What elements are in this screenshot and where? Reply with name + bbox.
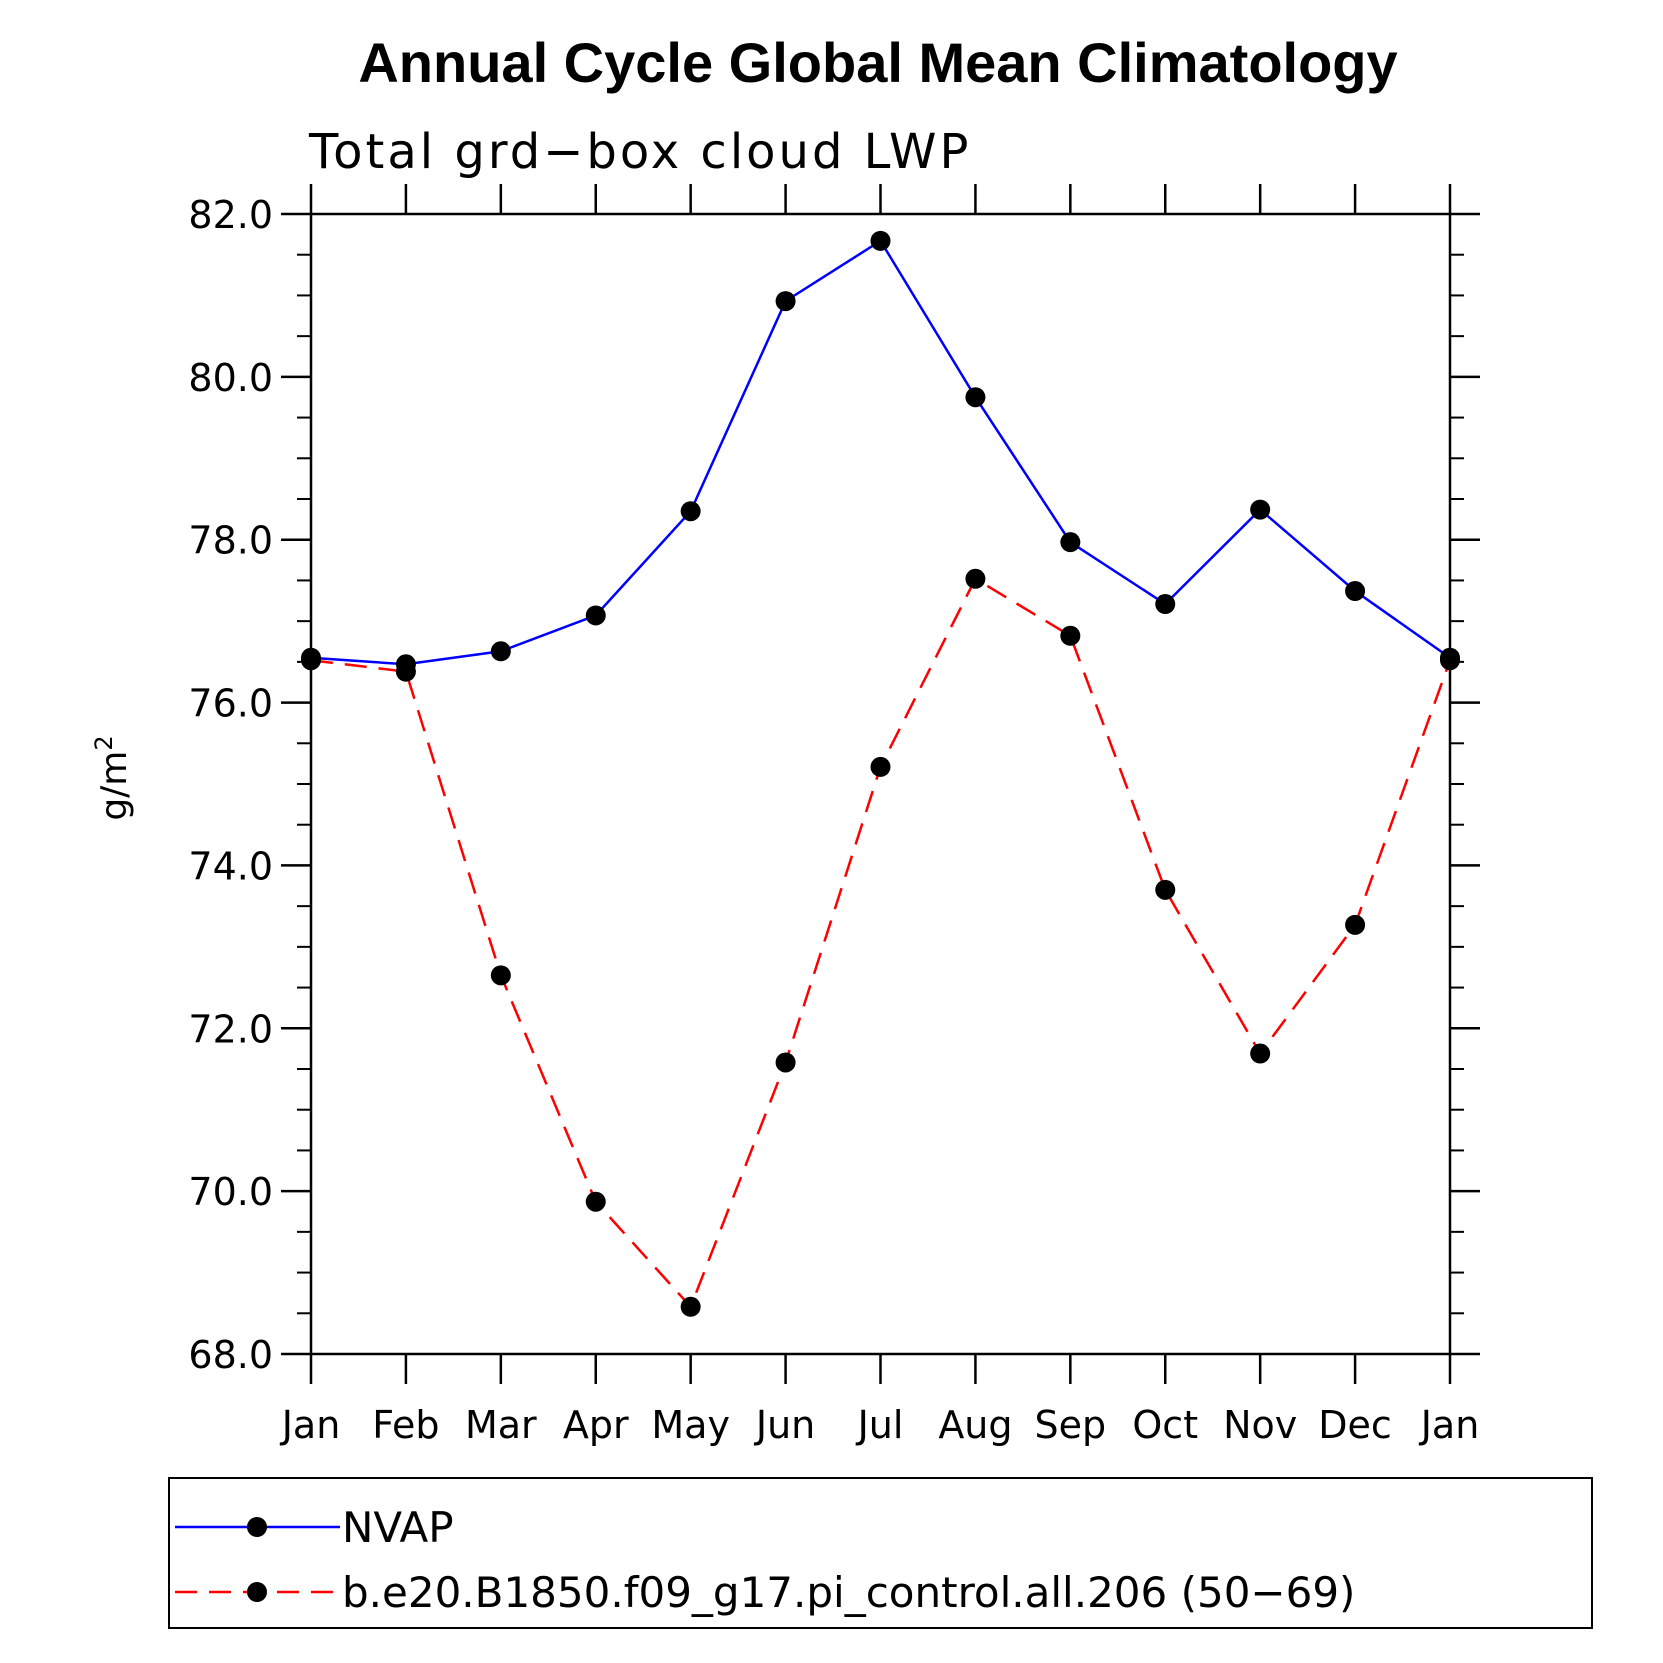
legend-marker-nvap bbox=[247, 1517, 267, 1537]
data-point bbox=[1155, 594, 1176, 615]
y-axis-label-text: g/m bbox=[94, 751, 135, 821]
data-point bbox=[775, 291, 796, 312]
series-layer bbox=[301, 230, 1460, 1317]
x-tick-label: Aug bbox=[938, 1403, 1012, 1447]
plot-frame bbox=[309, 212, 1452, 1356]
series-0 bbox=[301, 230, 1460, 675]
plot-axes bbox=[281, 184, 1480, 1384]
y-axis-label-superscript: 2 bbox=[90, 735, 118, 750]
data-point bbox=[680, 501, 701, 522]
data-point bbox=[1060, 625, 1081, 646]
tick-labels: 68.0 70.0 72.0 74.0 76.0 78.0 80.0 82.0 Jan Feb Ma… bbox=[188, 193, 1479, 1447]
x-tick-label: Jun bbox=[754, 1403, 815, 1447]
y-axis-label: g/m2 bbox=[90, 735, 135, 820]
x-tick-label: Dec bbox=[1318, 1403, 1392, 1447]
series-1 bbox=[301, 568, 1460, 1317]
y-tick-label: 78.0 bbox=[188, 519, 273, 563]
x-tick-label: Sep bbox=[1035, 1403, 1107, 1447]
legend-marker-model bbox=[247, 1582, 267, 1602]
y-tick-label: 72.0 bbox=[188, 1007, 273, 1051]
data-point bbox=[870, 756, 891, 777]
x-tick-label: Jan bbox=[280, 1403, 341, 1447]
y-tick-label: 70.0 bbox=[188, 1170, 273, 1214]
data-point bbox=[490, 965, 511, 986]
x-tick-label: Apr bbox=[563, 1403, 629, 1447]
chart-subtitle: Total grd−box cloud LWP bbox=[308, 124, 971, 180]
data-point bbox=[490, 641, 511, 662]
legend-label-model: b.e20.B1850.f09_g17.pi_control.all.206 (… bbox=[342, 1568, 1355, 1617]
data-point bbox=[585, 605, 606, 626]
data-point bbox=[965, 387, 986, 408]
x-tick-label: Oct bbox=[1132, 1403, 1198, 1447]
x-tick-label: Feb bbox=[372, 1403, 439, 1447]
series-line bbox=[310, 239, 1451, 666]
data-point bbox=[1440, 650, 1460, 671]
data-point bbox=[1250, 499, 1271, 520]
data-point bbox=[301, 650, 321, 671]
data-point bbox=[965, 568, 986, 589]
x-tick-label: Jul bbox=[856, 1403, 904, 1447]
legend-label-nvap: NVAP bbox=[342, 1503, 454, 1552]
x-tick-label: Mar bbox=[465, 1403, 537, 1447]
data-point bbox=[1155, 879, 1176, 900]
y-tick-label: 82.0 bbox=[188, 193, 273, 237]
y-tick-label: 74.0 bbox=[188, 844, 273, 888]
chart-title: Annual Cycle Global Mean Climatology bbox=[358, 31, 1397, 94]
x-tick-label: Nov bbox=[1223, 1403, 1297, 1447]
data-point bbox=[775, 1052, 796, 1073]
legend: NVAP b.e20.B1850.f09_g17.pi_control.all.… bbox=[168, 1477, 1593, 1629]
data-point bbox=[680, 1296, 701, 1317]
x-tick-label: Jan bbox=[1419, 1403, 1480, 1447]
data-point bbox=[1250, 1043, 1271, 1064]
data-point bbox=[1345, 914, 1366, 935]
data-point bbox=[395, 661, 416, 682]
y-tick-label: 76.0 bbox=[188, 682, 273, 726]
legend-box bbox=[168, 1477, 1593, 1629]
series-line bbox=[310, 577, 1452, 1310]
y-tick-label: 68.0 bbox=[188, 1333, 273, 1377]
data-point bbox=[870, 230, 891, 251]
x-tick-label: May bbox=[651, 1403, 730, 1447]
data-point bbox=[1345, 581, 1366, 602]
y-tick-label: 80.0 bbox=[188, 356, 273, 400]
data-point bbox=[585, 1191, 606, 1212]
data-point bbox=[1060, 532, 1081, 553]
